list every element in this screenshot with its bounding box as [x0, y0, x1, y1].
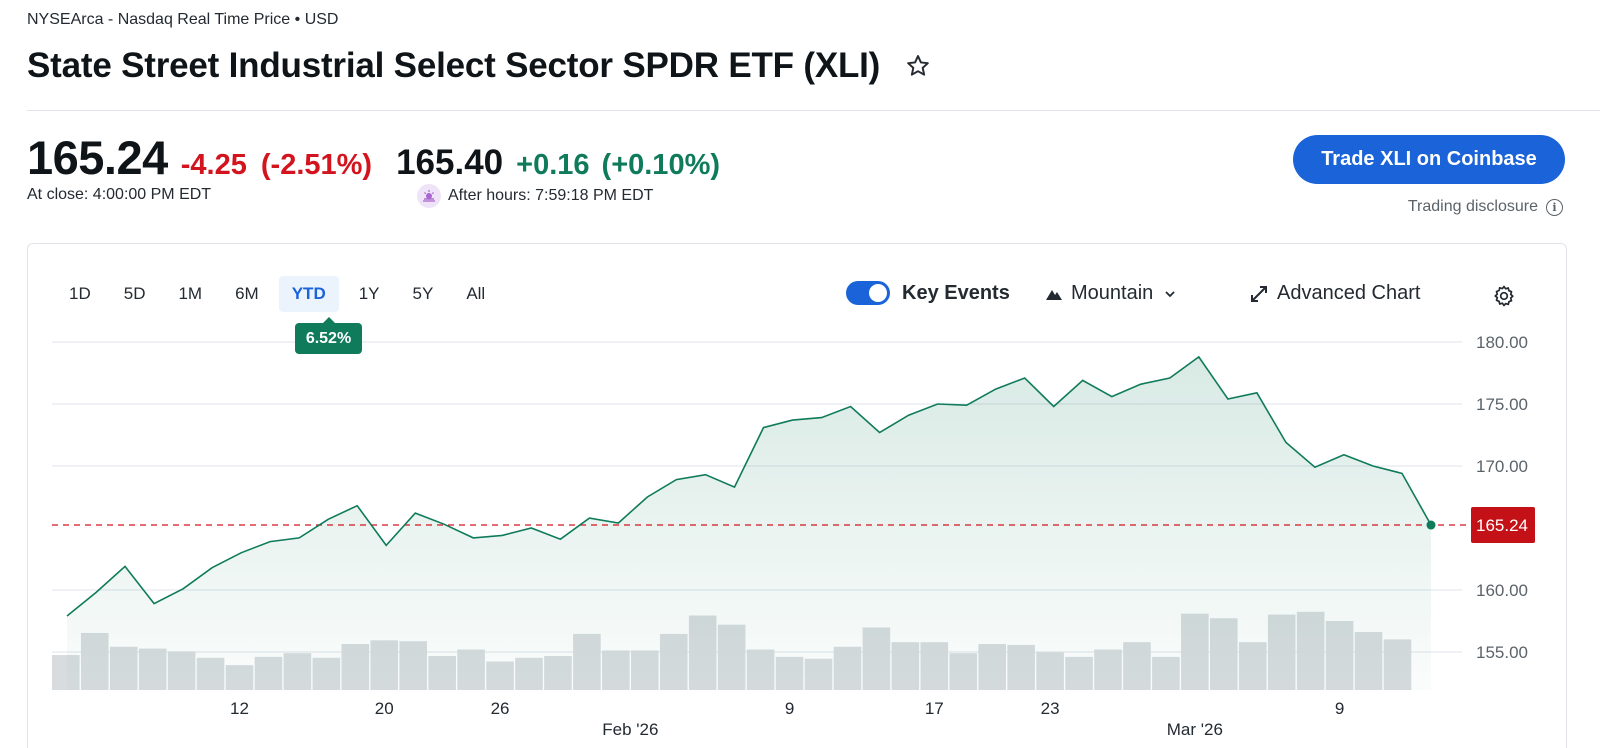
- close-price: 165.24: [27, 131, 168, 184]
- key-events-toggle[interactable]: [846, 281, 890, 305]
- chart-type-label[interactable]: Mountain: [1071, 282, 1154, 304]
- x-tick-label: 12: [230, 699, 249, 718]
- mountain-icon: [1046, 289, 1062, 300]
- moon-icon: [417, 184, 441, 208]
- range-6m[interactable]: 6M: [235, 284, 259, 303]
- after-hours-info: After hours: 7:59:18 PM EDT: [417, 184, 653, 208]
- x-tick-label: 20: [375, 699, 394, 718]
- x-tick-label: Feb '26: [602, 720, 658, 739]
- gear-icon[interactable]: [1492, 284, 1516, 308]
- range-ytd[interactable]: YTD: [278, 276, 339, 312]
- current-price-label-bg: [1471, 507, 1535, 544]
- key-events-toggle-group[interactable]: Key Events: [846, 281, 1010, 305]
- trading-disclosure[interactable]: Trading disclosure i: [1408, 198, 1563, 216]
- exchange-info: NYSEArca - Nasdaq Real Time Price • USD: [27, 11, 339, 28]
- y-tick-label: 175.00: [1476, 395, 1528, 414]
- last-price-dot: [1426, 520, 1436, 530]
- range-all[interactable]: All: [466, 284, 486, 303]
- y-tick-label: 170.00: [1476, 457, 1528, 476]
- range-5d[interactable]: 5D: [123, 284, 146, 303]
- price-line: [66, 355, 1432, 617]
- range-1m[interactable]: 1M: [178, 284, 203, 303]
- x-tick-label: 26: [491, 699, 510, 718]
- range-selector: 1D 5D 1M 6M YTD 1Y 5Y All: [56, 276, 505, 312]
- x-tick-label: 17: [925, 699, 944, 718]
- info-icon[interactable]: i: [1546, 198, 1563, 216]
- y-tick-label: 160.00: [1476, 581, 1528, 600]
- watchlist-star-icon[interactable]: [904, 52, 932, 80]
- range-1d[interactable]: 1D: [69, 284, 91, 303]
- x-tick-label: Mar '26: [1167, 720, 1223, 739]
- close-time: At close: 4:00:00 PM EDT: [27, 186, 212, 203]
- header-divider: [27, 110, 1600, 111]
- price-area: [67, 356, 1431, 690]
- chart-type-dropdown[interactable]: Mountain: [1045, 282, 1177, 305]
- trading-disclosure-label[interactable]: Trading disclosure: [1407, 198, 1538, 215]
- title-row: State Street Industrial Select Sector SP…: [27, 46, 932, 86]
- range-1y[interactable]: 1Y: [358, 284, 380, 303]
- close-change-percent: (-2.51%): [260, 149, 373, 181]
- page-title: State Street Industrial Select Sector SP…: [27, 46, 881, 85]
- x-tick-label: 23: [1041, 699, 1060, 718]
- expand-icon: [1251, 285, 1267, 302]
- chevron-down-icon: [1165, 290, 1175, 297]
- after-hours-change: +0.16: [516, 149, 590, 181]
- y-tick-label: 155.00: [1476, 643, 1528, 662]
- after-hours-change-percent: (+0.10%): [601, 149, 721, 181]
- price-row: 165.24 -4.25 (-2.51%) 165.40 +0.16 (+0.1…: [27, 130, 720, 185]
- ytd-return-badge: 6.52%: [295, 317, 362, 354]
- range-5y[interactable]: 5Y: [412, 284, 434, 303]
- x-tick-label: 9: [1335, 699, 1344, 718]
- chart-card: [27, 243, 1567, 748]
- key-events-label[interactable]: Key Events: [902, 281, 1010, 304]
- x-tick-label: 9: [785, 699, 794, 718]
- advanced-chart-link[interactable]: Advanced Chart: [1249, 282, 1420, 305]
- after-hours-time: After hours: 7:59:18 PM EDT: [448, 187, 654, 204]
- close-change: -4.25: [180, 149, 247, 181]
- after-hours-price: 165.40: [396, 143, 504, 182]
- y-tick-label: 180.00: [1476, 333, 1528, 352]
- trade-on-coinbase-button[interactable]: Trade XLI on Coinbase: [1293, 135, 1565, 184]
- current-price-label: 165.24: [1476, 516, 1528, 535]
- advanced-chart-label[interactable]: Advanced Chart: [1277, 282, 1421, 304]
